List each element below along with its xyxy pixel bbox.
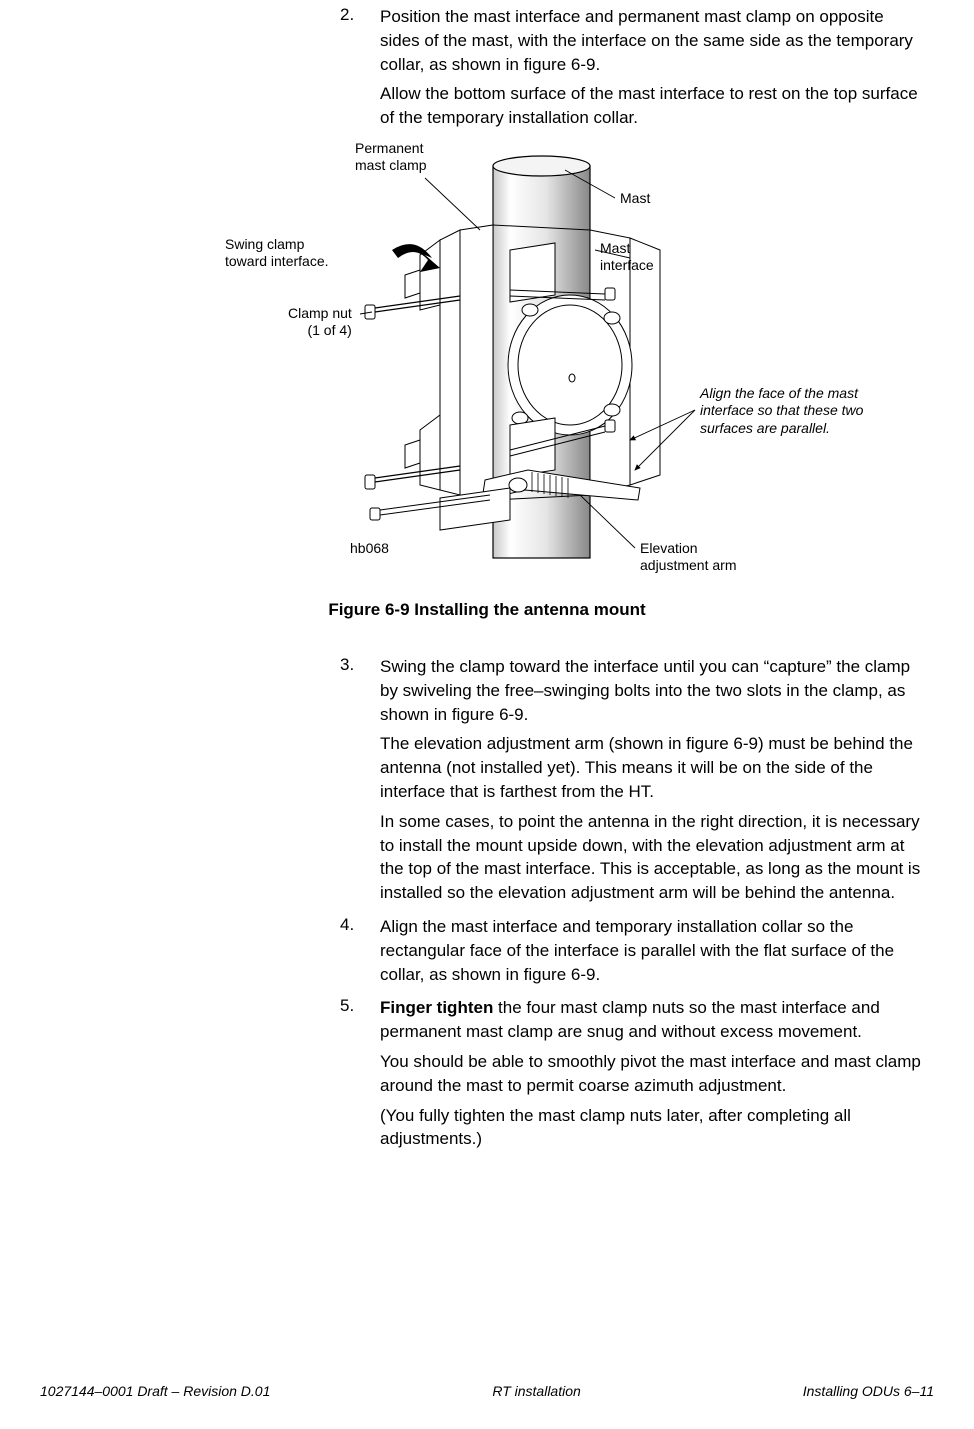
page-footer: 1027144–0001 Draft – Revision D.01 RT in…: [0, 1383, 974, 1399]
step-body: Align the mast interface and temporary i…: [380, 915, 924, 992]
figure-6-9-diagram: Permanent mast clamp Swing clamp toward …: [160, 140, 920, 580]
finger-tighten-bold: Finger tighten: [380, 998, 493, 1017]
antenna-mount-svg: [160, 140, 920, 580]
content-area: 2. Position the mast interface and perma…: [340, 5, 924, 136]
step-3: 3. Swing the clamp toward the interface …: [340, 655, 924, 911]
step-number: 5.: [340, 996, 380, 1157]
step-body: Position the mast interface and permanen…: [380, 5, 924, 136]
label-mast: Mast: [620, 190, 650, 208]
step-5-p1: Finger tighten the four mast clamp nuts …: [380, 996, 924, 1044]
step-3-p2: The elevation adjustment arm (shown in f…: [380, 732, 924, 803]
step-number: 4.: [340, 915, 380, 992]
step-number: 2.: [340, 5, 380, 136]
step-5: 5. Finger tighten the four mast clamp nu…: [340, 996, 924, 1157]
label-clamp-nut: Clamp nut (1 of 4): [288, 305, 352, 340]
step-body: Swing the clamp toward the interface unt…: [380, 655, 924, 911]
label-mast-interface: Mast interface: [600, 240, 654, 275]
step-3-p1: Swing the clamp toward the interface unt…: [380, 655, 924, 726]
step-4-p1: Align the mast interface and temporary i…: [380, 915, 924, 986]
step-number: 3.: [340, 655, 380, 911]
footer-right: Installing ODUs 6–11: [803, 1383, 934, 1399]
step-2-p1: Position the mast interface and permanen…: [380, 5, 924, 76]
step-3-p3: In some cases, to point the antenna in t…: [380, 810, 924, 905]
label-swing-clamp: Swing clamp toward interface.: [225, 236, 329, 271]
step-body: Finger tighten the four mast clamp nuts …: [380, 996, 924, 1157]
footer-center: RT installation: [492, 1383, 580, 1399]
step-5-p2: You should be able to smoothly pivot the…: [380, 1050, 924, 1098]
figure-caption: Figure 6-9 Installing the antenna mount: [40, 600, 934, 620]
label-permanent-clamp: Permanent mast clamp: [355, 140, 427, 175]
step-2: 2. Position the mast interface and perma…: [340, 5, 924, 136]
label-hb068: hb068: [350, 540, 389, 558]
step-5-p3: (You fully tighten the mast clamp nuts l…: [380, 1104, 924, 1152]
content-area-2: 3. Swing the clamp toward the interface …: [340, 655, 924, 1157]
label-align-face: Align the face of the mast interface so …: [700, 385, 863, 438]
footer-left: 1027144–0001 Draft – Revision D.01: [40, 1383, 270, 1399]
label-elevation-arm: Elevation adjustment arm: [640, 540, 736, 575]
step-4: 4. Align the mast interface and temporar…: [340, 915, 924, 992]
step-2-p2: Allow the bottom surface of the mast int…: [380, 82, 924, 130]
